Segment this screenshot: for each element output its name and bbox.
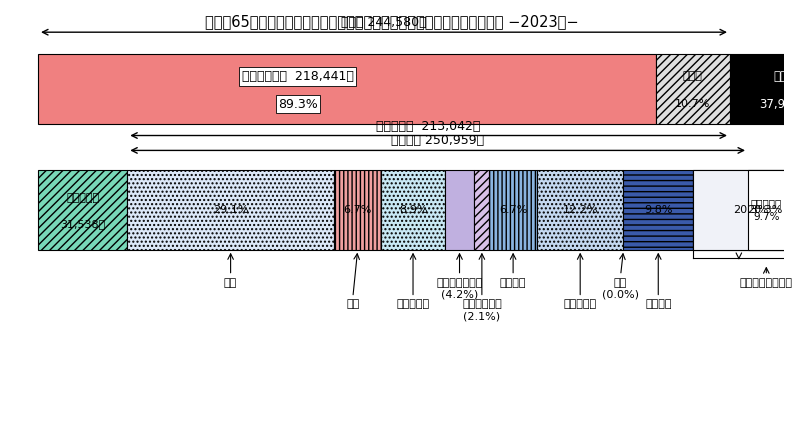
Text: 被服及び履物
(2.1%): 被服及び履物 (2.1%): [462, 300, 502, 322]
Text: 食料: 食料: [224, 278, 237, 288]
Text: 8.9%: 8.9%: [399, 205, 427, 215]
Text: 可処分所得  213,042円: 可処分所得 213,042円: [376, 119, 481, 133]
Text: 20.3%: 20.3%: [748, 205, 783, 215]
Text: 不足分: 不足分: [773, 70, 794, 83]
Text: 社会保障給付  218,441円: 社会保障給付 218,441円: [242, 70, 354, 83]
Bar: [489, 170, 537, 250]
Text: 光熱・水道: 光熱・水道: [396, 300, 430, 309]
Text: 消費支出 250,959円: 消費支出 250,959円: [391, 134, 485, 147]
Text: 31,538円: 31,538円: [60, 219, 105, 229]
Bar: [748, 170, 785, 250]
Bar: [127, 170, 334, 250]
Text: 教養娯楽: 教養娯楽: [645, 300, 671, 309]
Text: 29.1%: 29.1%: [213, 205, 248, 215]
Text: 9.8%: 9.8%: [644, 205, 672, 215]
Text: その他の消費支出: その他の消費支出: [739, 278, 793, 288]
Text: 89.3%: 89.3%: [277, 98, 317, 110]
Bar: [38, 170, 127, 250]
Text: うち交際費
9.7%: うち交際費 9.7%: [751, 199, 782, 222]
Bar: [656, 54, 730, 124]
Bar: [537, 170, 624, 250]
Text: 交通・通信: 交通・通信: [564, 300, 597, 309]
Bar: [381, 170, 445, 250]
Text: 教育
(0.0%): 教育 (0.0%): [602, 278, 639, 300]
Bar: [474, 170, 489, 250]
Text: 37,916円: 37,916円: [760, 98, 807, 110]
Bar: [693, 170, 809, 250]
Text: 6.7%: 6.7%: [499, 205, 527, 215]
Bar: [624, 170, 693, 250]
Text: 6.7%: 6.7%: [344, 205, 372, 215]
Bar: [334, 170, 381, 250]
Text: 12.2%: 12.2%: [562, 205, 598, 215]
Bar: [693, 170, 809, 250]
Text: 図１　65歳以上の夫婦のみの無職世帯（夫婦高齢者無職世帯）の家計収支 −2023年−: 図１ 65歳以上の夫婦のみの無職世帯（夫婦高齢者無職世帯）の家計収支 −2023…: [205, 14, 579, 29]
Bar: [38, 54, 656, 124]
Text: 保健医療: 保健医療: [500, 278, 527, 288]
Text: その他: その他: [683, 71, 703, 81]
Bar: [445, 170, 474, 250]
Text: 実収入 244,580円: 実収入 244,580円: [341, 16, 427, 29]
Text: 20.3%: 20.3%: [733, 205, 769, 215]
Text: 10.7%: 10.7%: [676, 99, 710, 109]
Text: 住居: 住居: [346, 300, 359, 309]
Bar: [730, 54, 809, 124]
Text: 非消費支出: 非消費支出: [66, 193, 100, 203]
Text: 家具・家事用品
(4.2%): 家具・家事用品 (4.2%): [436, 278, 483, 300]
